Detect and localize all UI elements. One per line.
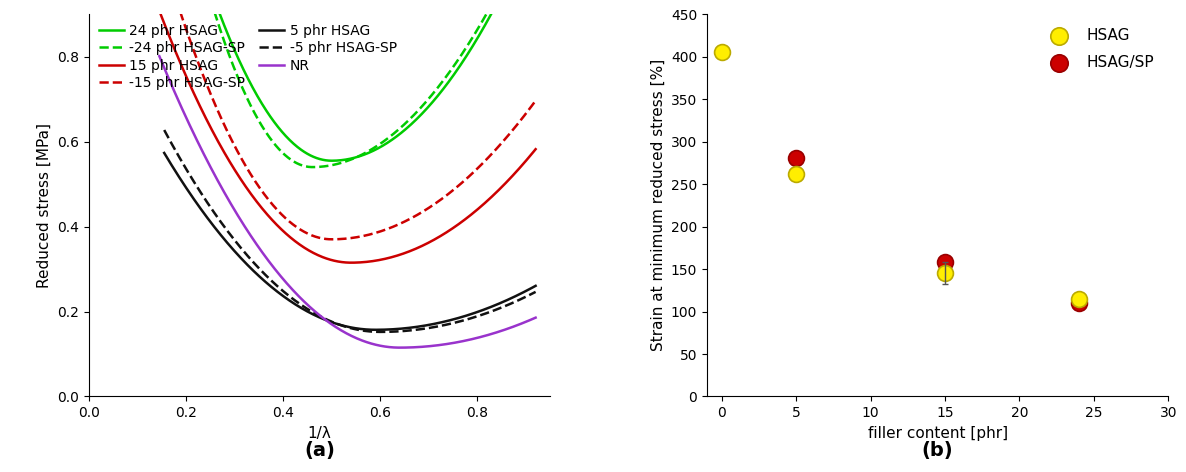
-24 phr HSAG-SP xyxy=(337,160,351,165)
-15 phr HSAG-SP xyxy=(357,233,371,239)
-5 phr HSAG-SP xyxy=(372,329,387,335)
5 phr HSAG xyxy=(521,287,535,293)
-24 phr HSAG-SP xyxy=(359,150,374,155)
5 phr HSAG xyxy=(463,312,477,318)
HSAG/SP xyxy=(1070,299,1089,307)
-5 phr HSAG-SP xyxy=(463,316,477,321)
HSAG/SP xyxy=(936,259,955,266)
HSAG xyxy=(786,170,805,177)
-5 phr HSAG-SP xyxy=(378,329,393,335)
NR xyxy=(331,326,345,331)
-24 phr HSAG-SP xyxy=(334,160,349,166)
-5 phr HSAG-SP xyxy=(529,289,543,295)
24 phr HSAG xyxy=(327,158,342,163)
5 phr HSAG xyxy=(358,327,372,332)
5 phr HSAG xyxy=(157,150,171,156)
-24 phr HSAG-SP xyxy=(463,40,477,45)
NR xyxy=(521,319,535,324)
5 phr HSAG xyxy=(369,327,383,333)
-5 phr HSAG-SP xyxy=(521,293,535,299)
-5 phr HSAG-SP xyxy=(333,322,347,328)
Legend: 24 phr HSAG, -24 phr HSAG-SP, 15 phr HSAG, -15 phr HSAG-SP, 5 phr HSAG, -5 phr H: 24 phr HSAG, -24 phr HSAG-SP, 15 phr HSA… xyxy=(96,21,400,93)
24 phr HSAG xyxy=(330,158,344,163)
15 phr HSAG xyxy=(344,260,358,265)
Text: (a): (a) xyxy=(304,440,334,460)
5 phr HSAG xyxy=(336,323,350,329)
5 phr HSAG xyxy=(333,322,347,328)
15 phr HSAG xyxy=(327,258,342,263)
Line: -5 phr HSAG-SP: -5 phr HSAG-SP xyxy=(164,130,536,332)
15 phr HSAG xyxy=(460,215,474,220)
NR xyxy=(393,345,407,350)
Line: 24 phr HSAG: 24 phr HSAG xyxy=(152,0,536,160)
-15 phr HSAG-SP xyxy=(521,109,535,115)
-5 phr HSAG-SP xyxy=(358,328,372,334)
-15 phr HSAG-SP xyxy=(377,228,391,233)
X-axis label: filler content [phr]: filler content [phr] xyxy=(867,426,1008,441)
Line: 15 phr HSAG: 15 phr HSAG xyxy=(152,0,536,262)
15 phr HSAG xyxy=(330,258,344,264)
Legend: HSAG, HSAG/SP: HSAG, HSAG/SP xyxy=(1038,22,1161,76)
24 phr HSAG xyxy=(325,158,339,163)
X-axis label: 1/λ: 1/λ xyxy=(307,426,331,441)
24 phr HSAG xyxy=(353,153,368,159)
15 phr HSAG xyxy=(519,157,534,162)
HSAG xyxy=(713,49,732,56)
NR xyxy=(356,338,370,344)
Line: -15 phr HSAG-SP: -15 phr HSAG-SP xyxy=(159,0,536,239)
-5 phr HSAG-SP xyxy=(157,127,171,133)
-15 phr HSAG-SP xyxy=(461,174,476,180)
5 phr HSAG xyxy=(529,283,543,289)
24 phr HSAG xyxy=(460,52,474,58)
-15 phr HSAG-SP xyxy=(529,98,543,103)
Y-axis label: Reduced stress [MPa]: Reduced stress [MPa] xyxy=(37,123,52,288)
15 phr HSAG xyxy=(353,260,368,265)
5 phr HSAG xyxy=(378,327,393,332)
HSAG xyxy=(1070,295,1089,303)
-15 phr HSAG-SP xyxy=(334,236,349,242)
NR xyxy=(461,337,476,343)
Y-axis label: Strain at minimum reduced stress [%]: Strain at minimum reduced stress [%] xyxy=(650,59,665,352)
24 phr HSAG xyxy=(374,144,388,150)
-15 phr HSAG-SP xyxy=(332,236,346,242)
-5 phr HSAG-SP xyxy=(336,323,350,329)
Line: 5 phr HSAG: 5 phr HSAG xyxy=(164,153,536,330)
NR xyxy=(529,315,543,320)
Line: -24 phr HSAG-SP: -24 phr HSAG-SP xyxy=(164,0,536,167)
Line: NR: NR xyxy=(159,56,536,347)
HSAG/SP xyxy=(786,154,805,161)
HSAG xyxy=(936,270,955,277)
NR xyxy=(376,344,390,349)
-24 phr HSAG-SP xyxy=(378,137,393,143)
-24 phr HSAG-SP xyxy=(305,164,319,170)
NR xyxy=(333,327,347,333)
15 phr HSAG xyxy=(529,146,543,152)
-15 phr HSAG-SP xyxy=(325,236,339,242)
NR xyxy=(152,53,166,59)
Text: (b): (b) xyxy=(922,440,954,460)
15 phr HSAG xyxy=(374,257,388,262)
